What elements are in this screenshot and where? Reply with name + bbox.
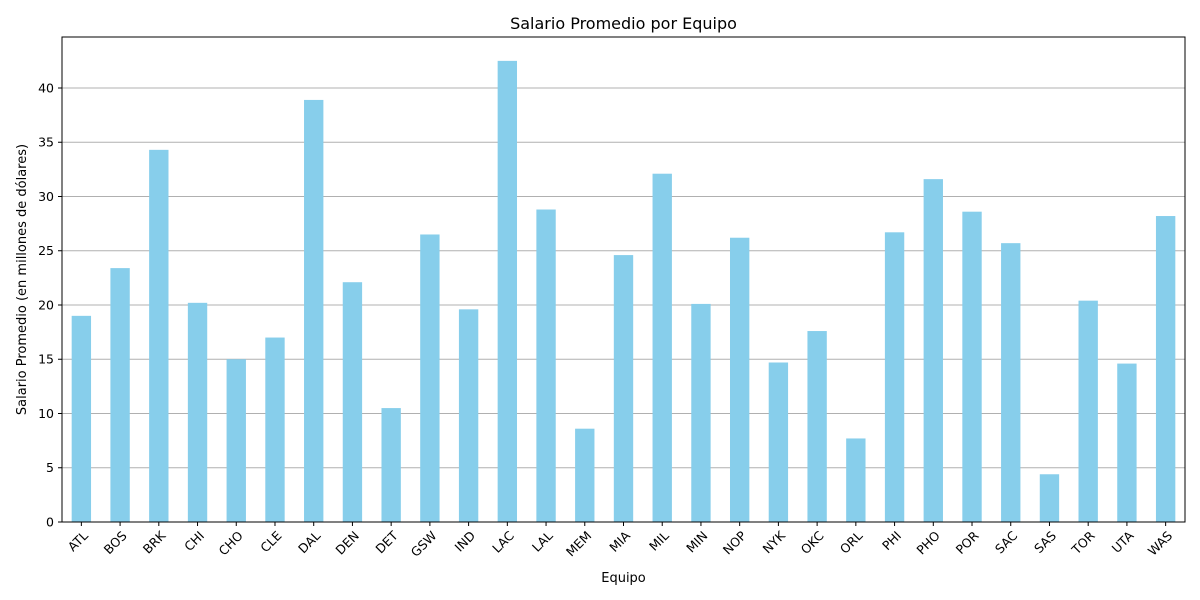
x-tick-label: PHO <box>913 528 943 558</box>
bar-cho <box>226 359 246 522</box>
bar-atl <box>71 315 92 522</box>
x-tick-label: WAS <box>1145 528 1176 559</box>
bar-uta <box>1117 363 1137 522</box>
bar-por <box>962 211 982 522</box>
x-tick-label: OKC <box>798 528 827 557</box>
bar-sas <box>1039 474 1060 522</box>
y-tick-label: 10 <box>38 406 54 421</box>
bar-gsw <box>420 234 440 522</box>
x-tick-label: CHI <box>181 528 207 554</box>
x-tick-label: UTA <box>1109 528 1137 556</box>
x-tick-label: ORL <box>837 528 866 557</box>
bar-cle <box>265 337 285 522</box>
chart-title: Salario Promedio por Equipo <box>510 14 737 33</box>
bar-det <box>381 408 401 522</box>
y-tick-label: 20 <box>38 297 54 312</box>
x-tick-label: DEN <box>332 528 362 558</box>
x-axis-label: Equipo <box>601 571 646 586</box>
bar-ind <box>458 309 479 522</box>
y-tick-label: 25 <box>38 243 54 258</box>
bar-chi <box>187 302 208 522</box>
y-tick-label: 15 <box>38 352 54 367</box>
x-tick-label: NYK <box>760 527 789 556</box>
x-tick-label: ATL <box>65 528 91 554</box>
y-tick-label: 40 <box>38 80 54 95</box>
bar-lac <box>497 60 518 523</box>
bar-tor <box>1078 300 1098 522</box>
x-tick-label: TOR <box>1068 528 1098 558</box>
x-tick-label: PHI <box>879 528 904 553</box>
bar-dal <box>304 99 324 522</box>
bar-lal <box>536 209 556 522</box>
x-tick-label: BOS <box>101 528 130 557</box>
bar-min <box>691 303 711 522</box>
plot-frame <box>61 36 1186 523</box>
bar-den <box>342 282 363 522</box>
bar-bos <box>110 268 130 522</box>
x-tick-label: MIN <box>683 528 710 555</box>
y-tick-label: 0 <box>46 515 54 530</box>
x-tick-label: CHO <box>215 528 245 558</box>
x-axis-ticks: ATL BOS BRK CHI CHO CLE DAL DEN DET GSW IND LAC LAL M… <box>65 522 1176 560</box>
x-tick-label: LAL <box>529 528 556 555</box>
x-tick-label: DET <box>372 528 401 557</box>
x-tick-label: NOP <box>720 528 750 558</box>
bar-mil <box>652 173 672 522</box>
x-tick-label: MEM <box>563 528 594 559</box>
x-tick-label: DAL <box>295 528 323 556</box>
bar-sac <box>1001 243 1021 522</box>
bar-pho <box>923 179 943 522</box>
bar-was <box>1155 216 1176 522</box>
bar-okc <box>807 331 827 522</box>
x-tick-label: GSW <box>408 528 440 560</box>
bar-orl <box>846 438 866 522</box>
x-tick-label: SAS <box>1031 528 1059 556</box>
x-tick-label: LAC <box>489 528 517 556</box>
x-tick-label: BRK <box>140 527 169 556</box>
bar-mem <box>575 428 595 522</box>
bar-mia <box>613 255 634 522</box>
y-tick-label: 35 <box>38 135 54 150</box>
y-axis-label: Salario Promedio (en millones de dólares… <box>15 144 30 415</box>
x-tick-label: IND <box>452 528 479 555</box>
y-tick-label: 30 <box>38 189 54 204</box>
bars <box>71 60 1176 523</box>
x-tick-label: CLE <box>257 528 284 555</box>
y-axis-ticks: 0 5 10 15 20 25 30 35 40 <box>38 80 62 530</box>
bar-nyk <box>768 362 789 522</box>
x-tick-label: MIL <box>646 528 672 554</box>
bar-phi <box>884 232 905 523</box>
x-tick-label: SAC <box>992 528 1021 557</box>
y-tick-label: 5 <box>46 460 54 475</box>
x-tick-label: MIA <box>606 528 633 555</box>
bar-nop <box>729 237 750 523</box>
bar-brk <box>149 149 169 522</box>
x-tick-label: POR <box>953 528 982 557</box>
